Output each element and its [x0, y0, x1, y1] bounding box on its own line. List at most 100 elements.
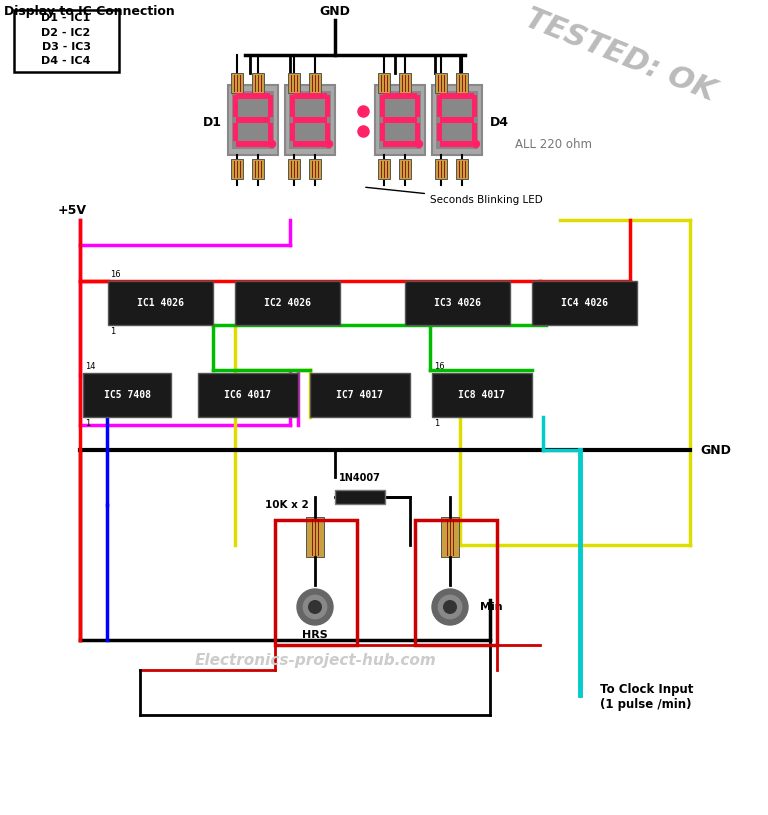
Bar	[231, 159, 243, 179]
Text: IC6 4017: IC6 4017	[224, 390, 272, 400]
Text: Seconds Blinking LED: Seconds Blinking LED	[366, 187, 543, 205]
Text: Min: Min	[480, 602, 502, 612]
Text: To Clock Input
(1 pulse /min): To Clock Input (1 pulse /min)	[600, 683, 694, 711]
Bar	[310, 373, 410, 417]
Bar	[335, 490, 385, 504]
Bar	[472, 95, 477, 117]
Bar	[325, 95, 330, 117]
Text: IC2 4026: IC2 4026	[264, 298, 311, 308]
Bar	[268, 95, 273, 117]
Bar	[198, 373, 298, 417]
Circle shape	[439, 595, 462, 619]
Text: IC7 4017: IC7 4017	[336, 390, 383, 400]
Bar	[233, 123, 238, 141]
Text: IC1 4026: IC1 4026	[137, 298, 184, 308]
Bar	[293, 141, 327, 147]
Bar	[309, 159, 321, 179]
Circle shape	[444, 601, 456, 614]
Circle shape	[269, 140, 276, 148]
Text: GND: GND	[700, 443, 731, 456]
Bar	[405, 281, 510, 325]
Bar	[399, 73, 411, 93]
Bar	[275, 520, 357, 645]
Bar	[415, 520, 497, 645]
Text: +5V: +5V	[58, 204, 87, 217]
Bar	[14, 10, 119, 72]
Text: IC3 4026: IC3 4026	[434, 298, 481, 308]
Circle shape	[415, 140, 422, 148]
Bar	[289, 91, 331, 149]
Bar	[436, 91, 478, 149]
Text: 1: 1	[434, 419, 439, 428]
Bar	[432, 85, 482, 155]
Bar	[435, 73, 447, 93]
Bar	[375, 85, 425, 155]
Text: HRS: HRS	[302, 630, 328, 640]
Bar	[532, 281, 637, 325]
Circle shape	[326, 140, 333, 148]
Text: IC8 4017: IC8 4017	[458, 390, 505, 400]
Bar	[252, 73, 264, 93]
Bar	[290, 95, 295, 117]
Bar	[440, 117, 474, 123]
Text: D3 - IC3: D3 - IC3	[41, 42, 91, 52]
Bar	[380, 95, 385, 117]
Bar	[306, 517, 324, 557]
Text: D1: D1	[203, 116, 222, 129]
Bar	[383, 93, 417, 99]
Text: 1: 1	[110, 327, 115, 336]
Bar	[233, 95, 238, 117]
Bar	[293, 117, 327, 123]
Text: D4 - IC4: D4 - IC4	[41, 56, 91, 67]
Bar	[456, 159, 468, 179]
Bar	[268, 123, 273, 141]
Bar	[456, 73, 468, 93]
Bar	[236, 141, 270, 147]
Circle shape	[432, 589, 468, 625]
Bar	[440, 93, 474, 99]
Text: 10K x 2: 10K x 2	[265, 500, 309, 510]
Circle shape	[303, 595, 326, 619]
Bar	[293, 93, 327, 99]
Text: TESTED: OK: TESTED: OK	[521, 3, 720, 107]
Text: D1 - IC1: D1 - IC1	[41, 13, 91, 23]
Bar	[83, 373, 171, 417]
Circle shape	[472, 140, 479, 148]
Circle shape	[309, 601, 321, 614]
Text: IC5 7408: IC5 7408	[104, 390, 151, 400]
Bar	[288, 73, 300, 93]
Text: Display to IC Connection: Display to IC Connection	[4, 5, 175, 18]
Text: GND: GND	[319, 5, 350, 18]
Bar	[236, 93, 270, 99]
Text: D2 - IC2: D2 - IC2	[41, 28, 91, 37]
Bar	[378, 73, 390, 93]
Bar	[380, 123, 385, 141]
Bar	[325, 123, 330, 141]
Bar	[437, 123, 442, 141]
Bar	[288, 159, 300, 179]
Bar	[231, 73, 243, 93]
Bar	[415, 95, 420, 117]
Text: 16: 16	[434, 362, 445, 371]
Text: Electronics-project-hub.com: Electronics-project-hub.com	[195, 653, 437, 667]
Bar	[309, 73, 321, 93]
Bar	[441, 517, 459, 557]
Bar	[435, 159, 447, 179]
Bar	[383, 117, 417, 123]
Bar	[378, 159, 390, 179]
Bar	[108, 281, 213, 325]
Bar	[236, 117, 270, 123]
Text: 14: 14	[85, 362, 95, 371]
Bar	[432, 373, 532, 417]
Bar	[379, 91, 421, 149]
Bar	[235, 281, 340, 325]
Bar	[437, 95, 442, 117]
Bar	[232, 91, 274, 149]
Text: 16: 16	[110, 270, 121, 279]
Bar	[399, 159, 411, 179]
Text: 1: 1	[85, 419, 91, 428]
Text: ALL 220 ohm: ALL 220 ohm	[515, 139, 592, 152]
Bar	[290, 123, 295, 141]
Text: 1N4007: 1N4007	[339, 473, 381, 483]
Bar	[285, 85, 335, 155]
